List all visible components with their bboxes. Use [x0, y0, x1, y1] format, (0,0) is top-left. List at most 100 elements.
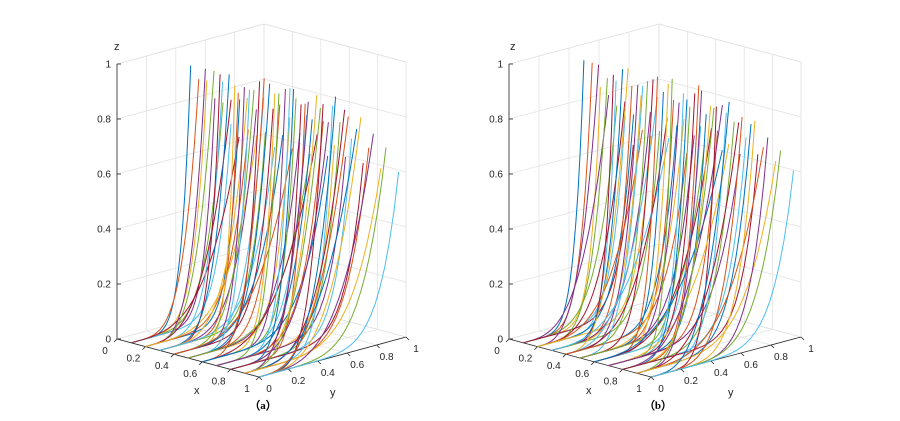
panel-b-axis-edge — [658, 23, 802, 63]
panel-b-caption: （b） — [644, 399, 672, 412]
panel-b-y-tick-mark — [740, 352, 745, 357]
panel-a-x-tick-mark — [227, 369, 231, 373]
panel-a-y-tick-mark — [288, 368, 292, 373]
panel-b-axes — [508, 23, 802, 378]
panel-b-axis-edge — [508, 23, 660, 65]
panel-b-x-tick: 0.4 — [547, 361, 561, 372]
panel-a-x-tick: 0 — [102, 346, 108, 357]
panel-b-z-tick: 0.2 — [489, 280, 503, 291]
panel-a-curve — [145, 135, 258, 348]
panel-b-y-tick-mark — [800, 336, 805, 341]
panel-b-y-tick: 0.6 — [744, 360, 758, 371]
panel-a-y-tick-mark — [258, 376, 263, 381]
panel-b-curve — [579, 99, 675, 359]
panel-a-curve — [244, 128, 358, 374]
panel-a-curve — [131, 98, 216, 344]
panel-a-curve — [202, 134, 318, 363]
panel-a-xlabel: x — [194, 385, 200, 397]
panel-b-curve — [523, 144, 634, 344]
panel-a-curve — [145, 99, 232, 348]
panel-a-y-tick: 0.8 — [380, 352, 394, 363]
panel-a-curve — [244, 107, 321, 374]
panel-b-y-tick: 0.8 — [774, 352, 788, 363]
panel-a-x-tick-mark — [198, 361, 203, 366]
panel-b-x-tick-mark — [647, 376, 652, 381]
panel-a-x-tick-mark — [113, 338, 118, 343]
panel-a-x-tick: 0.8 — [212, 376, 226, 387]
panel-b-x-tick-mark — [534, 346, 538, 350]
panel-b-curve — [551, 130, 661, 351]
panel-b-curve — [622, 154, 759, 370]
panel-a-grid-line — [116, 243, 265, 285]
panel-b-z-tick: 0.8 — [489, 115, 503, 126]
panel-b-curve — [523, 60, 585, 344]
panel-b-curve — [523, 115, 626, 344]
panel-a-grid-line — [116, 133, 265, 175]
panel-b-y-tick: 0.2 — [684, 376, 698, 387]
panel-b-curve — [537, 64, 600, 348]
panel-a-grid-line — [263, 133, 407, 173]
panel-a-y-tick-mark — [376, 344, 380, 349]
panel-b-y-tick-mark — [710, 360, 715, 365]
panel-b-x-tick-mark — [505, 338, 510, 343]
panel-a-ticks: 0 0.2 0.4 0.6 0.8 1 0 0.2 0.4 0.6 0.8 1 0 0.2 0.4 0.6 0.… — [97, 60, 419, 396]
panel-b-curve — [636, 107, 715, 374]
panel-a-curve — [244, 105, 333, 374]
panel-a-z-tick: 0.4 — [97, 225, 111, 236]
panel-a-y-tick: 0 — [266, 384, 272, 395]
panel-a-y-tick: 1 — [413, 344, 419, 355]
panel-b-curve — [650, 101, 730, 378]
panel-b-curve — [594, 150, 723, 363]
panel-b-grid-line — [658, 133, 802, 173]
panel-a-curve — [258, 116, 349, 378]
panel-b-curves — [523, 60, 794, 378]
panel-b-x-tick: 0 — [494, 346, 500, 357]
panel-b-grid-line — [658, 78, 802, 118]
panel-a-x-tick-mark — [142, 346, 146, 350]
panel-b-x-tick: 0.2 — [518, 354, 532, 365]
panel-a-z-tick: 0.6 — [97, 170, 111, 181]
panel-b-grid-line — [508, 243, 660, 285]
panel-b-grid-line — [508, 78, 660, 120]
panel-b-ylabel: y — [728, 387, 734, 399]
panel-a-y-tick: 0.6 — [350, 360, 364, 371]
panel-a-x-tick-mark — [170, 353, 175, 358]
panel-a-curve — [145, 81, 224, 348]
panel-a-curve — [131, 136, 240, 344]
panel-a-y-tick-mark — [346, 352, 351, 357]
panel-a-z-tick: 1 — [105, 60, 111, 71]
panel-a-curve — [230, 162, 364, 370]
panel-a-y-tick: 0.4 — [321, 368, 335, 379]
panel-a-curve — [187, 89, 250, 359]
panel-b-z-tick: 0.4 — [489, 225, 503, 236]
panel-a-grid-line — [263, 298, 407, 338]
panel-b-y-tick: 0 — [658, 384, 664, 395]
panel-b-zlabel: z — [510, 41, 516, 53]
panel-a-curves — [131, 65, 400, 378]
panel-a-ylabel: y — [330, 387, 336, 399]
panel-a-y-tick: 0.2 — [291, 376, 305, 387]
panel-a-curve — [173, 148, 293, 355]
panel-a-caption: （a） — [249, 399, 277, 412]
panel-b-curve — [565, 153, 688, 355]
panel-b-x-tick: 1 — [636, 384, 642, 395]
panel-b-x-tick-mark — [590, 361, 595, 366]
panel-a-axes — [116, 23, 407, 378]
panel-a-curve — [244, 168, 382, 374]
panel-b-ticks: 0 0.2 0.4 0.6 0.8 1 0 0.2 0.4 0.6 0.8 1 0 0.2 0.4 0.6 0.… — [489, 60, 814, 396]
panel-a-grid-line — [116, 78, 265, 120]
panel-b-z-tick: 0 — [497, 335, 503, 346]
panel-b-curve — [565, 97, 658, 355]
panel-b-curve — [551, 74, 614, 351]
panel-a-z-tick: 0 — [105, 335, 111, 346]
panel-b-grid-line — [508, 298, 660, 340]
panel-b-curve — [551, 137, 670, 351]
panel-b-grid-line — [658, 188, 802, 228]
panel-a-x-tick: 1 — [244, 384, 250, 395]
panel-b: 0 0.2 0.4 0.6 0.8 1 0 0.2 0.4 0.6 0.8 1 0 0.2 0.4 0.6 0.… — [489, 23, 814, 412]
panel-a-z-tick: 0.2 — [97, 280, 111, 291]
panel-b-y-tick-mark — [680, 368, 685, 373]
panel-b-z-tick: 1 — [497, 60, 503, 71]
panel-a-x-tick: 0.2 — [126, 354, 140, 365]
